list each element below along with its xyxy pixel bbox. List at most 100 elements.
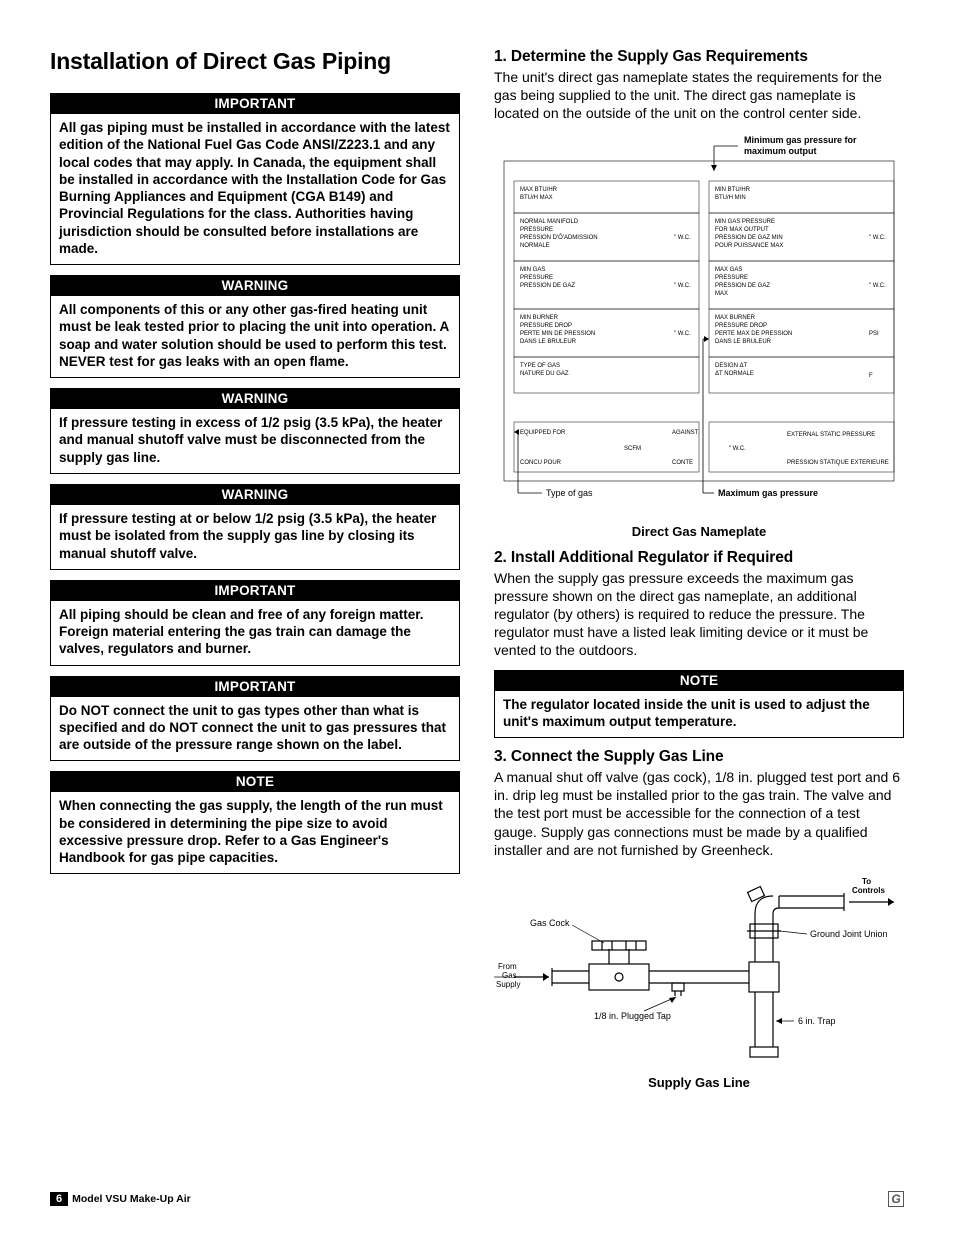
svg-text:PRESSURE DROP: PRESSURE DROP xyxy=(715,323,767,329)
svg-text:PSI: PSI xyxy=(869,331,879,337)
svg-text:" W.C.: " W.C. xyxy=(674,235,691,241)
svg-text:POUR PUISSANCE MAX: POUR PUISSANCE MAX xyxy=(715,243,783,249)
gas-cock-label: Gas Cock xyxy=(530,918,570,928)
callout-4: IMPORTANTAll piping should be clean and … xyxy=(50,580,460,666)
svg-text:" W.C.: " W.C. xyxy=(869,235,886,241)
svg-text:CONCU POUR: CONCU POUR xyxy=(520,460,562,466)
svg-text:MIN BTU/HR: MIN BTU/HR xyxy=(715,187,751,193)
svg-text:MIN GAS PRESSURE: MIN GAS PRESSURE xyxy=(715,219,775,225)
section-3-body: A manual shut off valve (gas cock), 1/8 … xyxy=(494,768,904,859)
callout-header: IMPORTANT xyxy=(51,677,459,697)
svg-text:PRESSION DE GAZ: PRESSION DE GAZ xyxy=(715,283,770,289)
callout-header: WARNING xyxy=(51,485,459,505)
svg-text:Type of gas: Type of gas xyxy=(546,488,593,498)
callout-header: IMPORTANT xyxy=(51,581,459,601)
callout-0: IMPORTANTAll gas piping must be installe… xyxy=(50,93,460,265)
page-footer: 6 Model VSU Make-Up Air G xyxy=(50,1191,904,1207)
section-1-body: The unit's direct gas nameplate states t… xyxy=(494,68,904,123)
svg-text:EQUIPPED FOR: EQUIPPED FOR xyxy=(520,430,566,436)
svg-text:MAX GAS: MAX GAS xyxy=(715,267,742,273)
svg-text:6 in. Trap: 6 in. Trap xyxy=(798,1016,836,1026)
footer-model: Model VSU Make-Up Air xyxy=(72,1193,191,1205)
svg-text:MAX BTU/HR: MAX BTU/HR xyxy=(520,187,558,193)
nameplate-top-label: Minimum gas pressure for xyxy=(744,135,857,145)
svg-text:Controls: Controls xyxy=(852,886,885,895)
svg-text:" W.C.: " W.C. xyxy=(869,283,886,289)
svg-text:MAX BURNER: MAX BURNER xyxy=(715,315,756,321)
svg-text:PRESSION STATIQUE EXTERIEURE: PRESSION STATIQUE EXTERIEURE xyxy=(787,460,889,466)
svg-text:BTU/H MAX: BTU/H MAX xyxy=(520,195,553,201)
svg-text:SCFM: SCFM xyxy=(624,446,641,452)
svg-text:" W.C.: " W.C. xyxy=(729,446,746,452)
svg-text:Ground Joint Union: Ground Joint Union xyxy=(810,929,888,939)
svg-text:Maximum gas pressure: Maximum gas pressure xyxy=(718,488,818,498)
callout-5: IMPORTANTDo NOT connect the unit to gas … xyxy=(50,676,460,762)
nameplate-diagram: Minimum gas pressure for maximum output … xyxy=(494,133,904,539)
svg-text:DANS LE BRULEUR: DANS LE BRULEUR xyxy=(520,339,577,345)
svg-text:DESIGN ΔT: DESIGN ΔT xyxy=(715,363,748,369)
callout-body: Do NOT connect the unit to gas types oth… xyxy=(51,697,459,761)
section-3-title: 3. Connect the Supply Gas Line xyxy=(494,748,904,766)
svg-text:To: To xyxy=(862,877,871,886)
callout-6: NOTEWhen connecting the gas supply, the … xyxy=(50,771,460,874)
callout-note-right: NOTE The regulator located inside the un… xyxy=(494,670,904,739)
svg-text:BTU/H MIN: BTU/H MIN xyxy=(715,195,746,201)
svg-text:PRESSURE DROP: PRESSURE DROP xyxy=(520,323,572,329)
svg-text:DANS LE BRULEUR: DANS LE BRULEUR xyxy=(715,339,772,345)
callout-header: WARNING xyxy=(51,276,459,296)
page-number: 6 xyxy=(50,1192,68,1206)
svg-text:ΔT NORMALE: ΔT NORMALE xyxy=(715,371,754,377)
svg-text:CONTE: CONTE xyxy=(672,460,693,466)
section-2-body: When the supply gas pressure exceeds the… xyxy=(494,569,904,660)
svg-text:From: From xyxy=(498,962,517,971)
svg-text:TYPE OF GAS: TYPE OF GAS xyxy=(520,363,560,369)
svg-text:MIN BURNER: MIN BURNER xyxy=(520,315,559,321)
svg-text:FOR MAX OUTPUT: FOR MAX OUTPUT xyxy=(715,227,769,233)
section-1-title: 1. Determine the Supply Gas Requirements xyxy=(494,48,904,66)
svg-text:Supply: Supply xyxy=(496,980,520,989)
svg-text:PRESSION D'Ô'ADMISSION: PRESSION D'Ô'ADMISSION xyxy=(520,234,598,241)
callout-header: NOTE xyxy=(495,671,903,691)
left-column: Installation of Direct Gas Piping IMPORT… xyxy=(50,48,460,1090)
callout-header: IMPORTANT xyxy=(51,94,459,114)
svg-text:MAX: MAX xyxy=(715,291,728,297)
supply-gas-diagram: Gas Cock From Gas Supply 1/8 in. Plugged… xyxy=(494,869,904,1090)
svg-text:EXTERNAL STATIC PRESSURE: EXTERNAL STATIC PRESSURE xyxy=(787,432,875,438)
callout-body: If pressure testing at or below 1/2 psig… xyxy=(51,505,459,569)
svg-text:PRESSURE: PRESSURE xyxy=(520,275,553,281)
svg-text:1/8 in. Plugged Tap: 1/8 in. Plugged Tap xyxy=(594,1011,671,1021)
nameplate-caption: Direct Gas Nameplate xyxy=(494,524,904,539)
svg-text:NORMALE: NORMALE xyxy=(520,243,550,249)
svg-text:" W.C.: " W.C. xyxy=(674,331,691,337)
callout-header: NOTE xyxy=(51,772,459,792)
svg-text:NATURE DU GAZ: NATURE DU GAZ xyxy=(520,371,569,377)
brand-logo-icon: G xyxy=(888,1191,904,1207)
svg-text:NORMAL MANIFOLD: NORMAL MANIFOLD xyxy=(520,219,579,225)
callout-body: All components of this or any other gas-… xyxy=(51,296,459,377)
callout-header: WARNING xyxy=(51,389,459,409)
svg-text:Gas: Gas xyxy=(502,971,517,980)
svg-text:PRESSURE: PRESSURE xyxy=(715,275,748,281)
svg-text:PRESSION DE GAZ: PRESSION DE GAZ xyxy=(520,283,575,289)
svg-text:" W.C.: " W.C. xyxy=(674,283,691,289)
callout-body: When connecting the gas supply, the leng… xyxy=(51,792,459,873)
callout-body: All piping should be clean and free of a… xyxy=(51,601,459,665)
svg-text:PRESSION DE GAZ MIN: PRESSION DE GAZ MIN xyxy=(715,235,783,241)
supply-gas-caption: Supply Gas Line xyxy=(494,1075,904,1090)
svg-text:PERTE MIN DE PRESSION: PERTE MIN DE PRESSION xyxy=(520,331,595,337)
callout-body: All gas piping must be installed in acco… xyxy=(51,114,459,264)
callout-body: The regulator located inside the unit is… xyxy=(495,691,903,738)
callout-3: WARNINGIf pressure testing at or below 1… xyxy=(50,484,460,570)
section-2-title: 2. Install Additional Regulator if Requi… xyxy=(494,549,904,567)
svg-text:maximum output: maximum output xyxy=(744,146,817,156)
svg-text:AGAINST: AGAINST xyxy=(672,430,699,436)
callout-body: If pressure testing in excess of 1/2 psi… xyxy=(51,409,459,473)
svg-text:F: F xyxy=(869,373,873,379)
svg-text:MIN GAS: MIN GAS xyxy=(520,267,545,273)
svg-text:PERTE MAX DE PRESSION: PERTE MAX DE PRESSION xyxy=(715,331,792,337)
svg-text:PRESSURE: PRESSURE xyxy=(520,227,553,233)
right-column: 1. Determine the Supply Gas Requirements… xyxy=(494,48,904,1090)
callout-1: WARNINGAll components of this or any oth… xyxy=(50,275,460,378)
page-title: Installation of Direct Gas Piping xyxy=(50,48,460,75)
callout-2: WARNINGIf pressure testing in excess of … xyxy=(50,388,460,474)
